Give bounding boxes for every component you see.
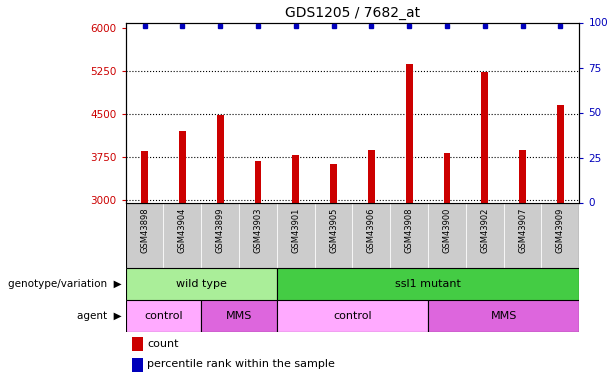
Bar (132, 358, 143, 372)
Text: MMS: MMS (490, 311, 517, 321)
Bar (277, 300, 428, 332)
Text: ssl1 mutant: ssl1 mutant (395, 279, 461, 289)
Text: percentile rank within the sample: percentile rank within the sample (147, 359, 335, 369)
Text: MMS: MMS (226, 311, 253, 321)
Bar (132, 338, 143, 351)
Text: GSM43907: GSM43907 (518, 208, 527, 253)
Bar (292, 155, 299, 203)
Bar (217, 115, 224, 202)
Bar (239, 202, 277, 268)
Bar (541, 202, 579, 268)
Text: GSM43900: GSM43900 (443, 208, 452, 253)
Bar (428, 202, 466, 268)
Bar (201, 202, 239, 268)
Title: GDS1205 / 7682_at: GDS1205 / 7682_at (285, 6, 420, 20)
Bar (126, 300, 201, 332)
Bar (557, 105, 564, 202)
Bar (406, 64, 413, 202)
Text: control: control (144, 311, 183, 321)
Text: GSM43903: GSM43903 (253, 208, 262, 253)
Bar (519, 150, 526, 202)
Bar (504, 202, 541, 268)
Bar (428, 300, 579, 332)
Text: GSM43901: GSM43901 (291, 208, 300, 253)
Text: wild type: wild type (176, 279, 227, 289)
Bar (201, 300, 277, 332)
Bar (314, 202, 352, 268)
Bar (277, 202, 314, 268)
Bar (444, 153, 451, 203)
Text: count: count (147, 339, 178, 349)
Text: GSM43906: GSM43906 (367, 208, 376, 253)
Bar (179, 131, 186, 203)
Bar (352, 202, 390, 268)
Bar (368, 150, 375, 202)
Text: GSM43898: GSM43898 (140, 208, 149, 254)
Bar (254, 161, 261, 202)
Bar (330, 164, 337, 202)
Bar (390, 202, 428, 268)
Text: GSM43905: GSM43905 (329, 208, 338, 253)
Bar (141, 151, 148, 202)
Text: GSM43899: GSM43899 (216, 208, 225, 253)
Bar (164, 202, 201, 268)
Text: agent  ▶: agent ▶ (77, 311, 122, 321)
Text: GSM43908: GSM43908 (405, 208, 414, 253)
Bar (481, 72, 488, 202)
Text: genotype/variation  ▶: genotype/variation ▶ (8, 279, 122, 289)
Bar (466, 202, 504, 268)
Text: GSM43904: GSM43904 (178, 208, 187, 253)
Text: GSM43909: GSM43909 (556, 208, 565, 253)
Bar (126, 202, 164, 268)
Bar (277, 268, 579, 300)
Text: control: control (333, 311, 372, 321)
Bar (126, 268, 277, 300)
Text: GSM43902: GSM43902 (480, 208, 489, 253)
